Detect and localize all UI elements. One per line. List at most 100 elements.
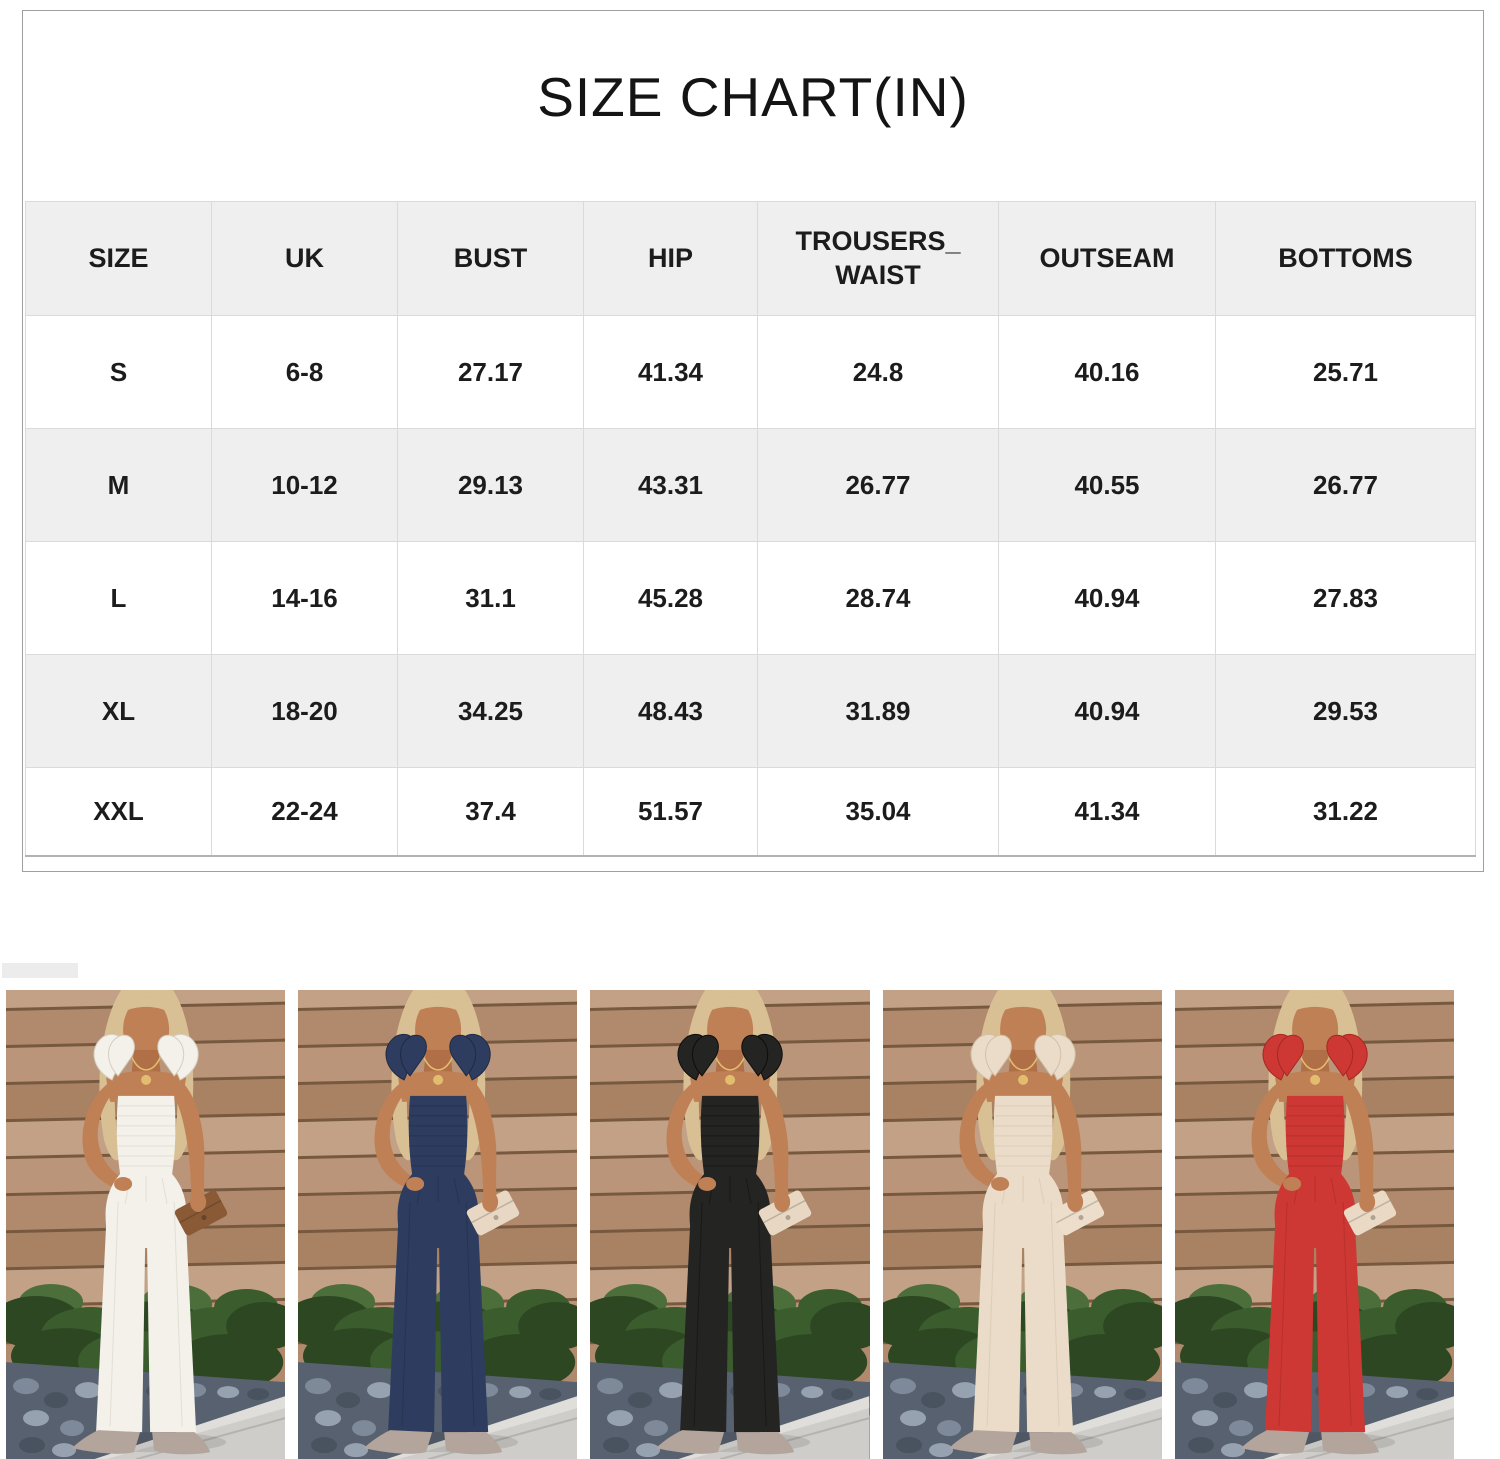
measurement-cell: 27.83: [1215, 541, 1476, 655]
ruffle-sleeve-right2: [1034, 1034, 1061, 1077]
measurement-cell: 28.74: [757, 541, 999, 655]
arm-right: [172, 1081, 205, 1206]
chest: [982, 1071, 1063, 1102]
measurement-cell: 34.25: [397, 654, 584, 768]
ruffle-sleeve-left2: [400, 1034, 428, 1077]
hand-on-hip: [406, 1176, 425, 1191]
column-header-bottoms: BOTTOMS: [1215, 201, 1476, 316]
column-header-hip: HIP: [583, 201, 758, 316]
arm-right: [756, 1081, 789, 1206]
arm-right: [1340, 1081, 1374, 1206]
product-photo-strip: [6, 990, 1455, 1459]
column-header-trousers-waist: TROUSERS_ WAIST: [757, 201, 999, 316]
neck: [1299, 1049, 1330, 1078]
measurement-cell: 27.17: [397, 315, 584, 429]
ruffle-sleeve-right2: [449, 1034, 477, 1077]
size-label-cell: XXL: [25, 767, 212, 856]
measurement-cell: 31.1: [397, 541, 584, 655]
shoe-left: [72, 1430, 141, 1454]
shoe-left: [1240, 1430, 1309, 1454]
measurement-cell: 31.89: [757, 654, 999, 768]
size-table: SIZE UK BUST HIP TROUSERS_ WAIST OUTSEAM BOTTO…: [25, 201, 1476, 857]
model-figure: [72, 990, 228, 1455]
necklace-pendant: [1017, 1074, 1028, 1085]
product-photo-apricot-jumpsuit: [882, 990, 1162, 1459]
hand-on-hip: [990, 1176, 1009, 1191]
smocking-lines: [409, 1105, 468, 1167]
trousers: [1264, 1173, 1365, 1433]
hand-holding-clutch: [1066, 1191, 1083, 1212]
product-photo-red-jumpsuit: [1174, 990, 1455, 1459]
trousers: [972, 1173, 1073, 1433]
arm-right: [1048, 1081, 1082, 1206]
bodice: [408, 1095, 468, 1174]
measurement-cell: 40.55: [998, 428, 1216, 542]
bodice: [701, 1095, 760, 1174]
hair: [976, 990, 1070, 1161]
pebble-bed: [298, 1362, 578, 1459]
necklace-chain: [131, 1057, 161, 1071]
hand-holding-clutch: [774, 1191, 791, 1212]
measurement-cell: 18-20: [211, 654, 398, 768]
necklace-pendant: [1309, 1074, 1320, 1085]
neck: [1007, 1049, 1038, 1078]
arm-right: [464, 1081, 497, 1206]
trouser-creases: [986, 1201, 1060, 1427]
necklace-chain: [715, 1057, 746, 1071]
model-figure: [948, 990, 1104, 1455]
arm-left: [666, 1081, 711, 1190]
shoe-right: [152, 1432, 211, 1455]
hand-holding-clutch: [1358, 1191, 1375, 1212]
trouser-creases: [693, 1201, 768, 1427]
measurement-cell: 40.94: [998, 654, 1216, 768]
measurement-cell: 45.28: [583, 541, 758, 655]
size-row-s: S 6-8 27.17 41.34 24.8 40.16 25.71: [25, 315, 1476, 429]
product-photo-navy-jumpsuit: [298, 990, 578, 1459]
neck: [715, 1049, 746, 1078]
measurement-cell: 29.13: [397, 428, 584, 542]
size-row-l: L 14-16 31.1 45.28 28.74 40.94 27.83: [25, 541, 1476, 655]
measurement-cell: 40.94: [998, 541, 1216, 655]
model-figure: [656, 990, 812, 1455]
ruffle-sleeve-right2: [741, 1034, 769, 1077]
hair: [1268, 990, 1363, 1161]
necklace-pendant: [141, 1074, 152, 1085]
measurement-cell: 14-16: [211, 541, 398, 655]
measurement-cell: 48.43: [583, 654, 758, 768]
size-row-xl: XL 18-20 34.25 48.43 31.89 40.94 29.53: [25, 654, 1476, 768]
ruffle-sleeve-left2: [984, 1034, 1012, 1077]
measurement-cell: 10-12: [211, 428, 398, 542]
measurement-cell: 43.31: [583, 428, 758, 542]
size-label-cell: M: [25, 428, 212, 542]
measurement-cell: 41.34: [583, 315, 758, 429]
hair: [391, 990, 486, 1161]
bodice: [1285, 1095, 1345, 1174]
trouser-creases: [401, 1201, 475, 1427]
measurement-cell: 26.77: [757, 428, 999, 542]
size-table-header-row: SIZE UK BUST HIP TROUSERS_ WAIST OUTSEAM BOTTO…: [25, 201, 1476, 316]
measurement-cell: 25.71: [1215, 315, 1476, 429]
necklace-pendant: [433, 1074, 444, 1085]
collage-artifact: [2, 963, 78, 978]
necklace-pendant: [725, 1074, 736, 1085]
bodice: [116, 1095, 176, 1174]
neck: [131, 1049, 162, 1078]
size-row-m: M 10-12 29.13 43.31 26.77 40.55 26.77: [25, 428, 1476, 542]
trousers: [388, 1173, 489, 1433]
smocking-lines: [993, 1105, 1052, 1167]
column-header-bust: BUST: [397, 201, 584, 316]
trousers: [680, 1173, 781, 1433]
measurement-cell: 37.4: [397, 767, 584, 856]
ruffle-sleeve-right2: [157, 1034, 185, 1077]
size-label-cell: L: [25, 541, 212, 655]
trousers: [96, 1173, 197, 1433]
trouser-creases: [1278, 1201, 1352, 1427]
hand-holding-clutch: [190, 1191, 207, 1212]
column-header-size: SIZE: [25, 201, 212, 316]
shoe-left: [364, 1430, 433, 1454]
size-label-cell: S: [25, 315, 212, 429]
column-header-outseam: OUTSEAM: [998, 201, 1216, 316]
measurement-cell: 24.8: [757, 315, 999, 429]
size-row-xxl: XXL 22-24 37.4 51.57 35.04 41.34 31.22: [25, 767, 1476, 856]
